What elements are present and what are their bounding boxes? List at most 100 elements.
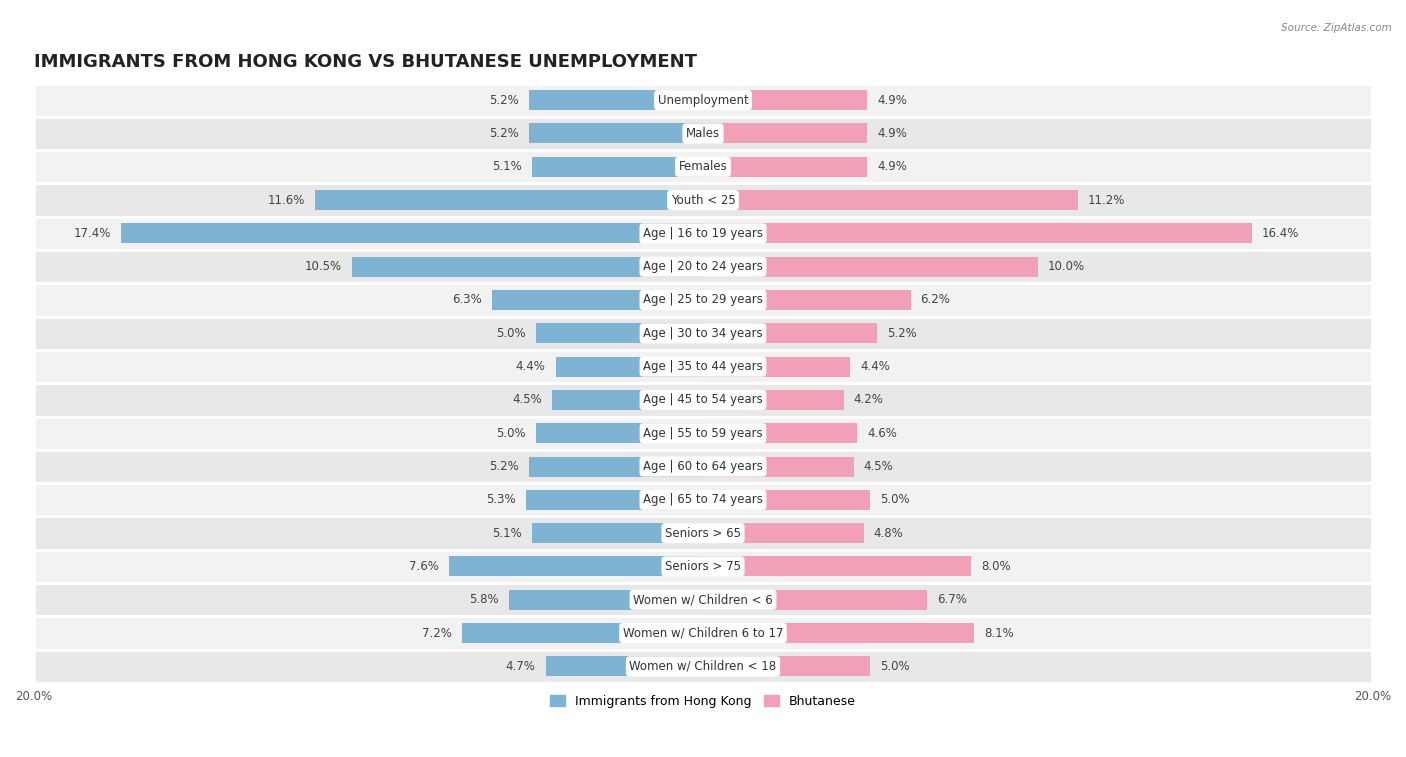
Bar: [34, 650, 1372, 683]
Text: 5.0%: 5.0%: [496, 427, 526, 440]
Text: 4.8%: 4.8%: [873, 527, 904, 540]
Text: 6.7%: 6.7%: [938, 593, 967, 606]
Bar: [703, 223, 1251, 244]
Bar: [533, 523, 703, 543]
Text: Source: ZipAtlas.com: Source: ZipAtlas.com: [1281, 23, 1392, 33]
Text: 5.2%: 5.2%: [489, 94, 519, 107]
Text: IMMIGRANTS FROM HONG KONG VS BHUTANESE UNEMPLOYMENT: IMMIGRANTS FROM HONG KONG VS BHUTANESE U…: [34, 53, 696, 71]
Bar: [34, 316, 1372, 350]
Text: 5.2%: 5.2%: [887, 327, 917, 340]
Bar: [546, 656, 703, 676]
Text: 4.9%: 4.9%: [877, 94, 907, 107]
Bar: [34, 416, 1372, 450]
Bar: [34, 117, 1372, 150]
Text: Age | 65 to 74 years: Age | 65 to 74 years: [643, 494, 763, 506]
Bar: [703, 556, 970, 576]
Bar: [34, 583, 1372, 616]
Bar: [34, 483, 1372, 516]
Text: 11.2%: 11.2%: [1088, 194, 1125, 207]
Bar: [492, 290, 703, 310]
Bar: [703, 523, 863, 543]
Text: Unemployment: Unemployment: [658, 94, 748, 107]
Bar: [34, 283, 1372, 316]
Text: 4.4%: 4.4%: [516, 360, 546, 373]
Bar: [703, 323, 877, 343]
Bar: [536, 423, 703, 443]
Text: 4.9%: 4.9%: [877, 160, 907, 173]
Text: 4.5%: 4.5%: [863, 460, 893, 473]
Text: 16.4%: 16.4%: [1263, 227, 1299, 240]
Text: Females: Females: [679, 160, 727, 173]
Text: 4.5%: 4.5%: [513, 394, 543, 407]
Bar: [555, 357, 703, 376]
Bar: [703, 257, 1038, 276]
Legend: Immigrants from Hong Kong, Bhutanese: Immigrants from Hong Kong, Bhutanese: [546, 690, 860, 712]
Bar: [703, 456, 853, 476]
Text: Women w/ Children 6 to 17: Women w/ Children 6 to 17: [623, 627, 783, 640]
Bar: [315, 190, 703, 210]
Bar: [529, 123, 703, 144]
Text: 10.5%: 10.5%: [304, 260, 342, 273]
Bar: [34, 450, 1372, 483]
Text: Age | 35 to 44 years: Age | 35 to 44 years: [643, 360, 763, 373]
Text: 4.9%: 4.9%: [877, 127, 907, 140]
Bar: [34, 217, 1372, 250]
Bar: [703, 123, 868, 144]
Bar: [34, 150, 1372, 183]
Bar: [703, 423, 858, 443]
Bar: [703, 490, 870, 509]
Bar: [533, 157, 703, 177]
Text: 4.7%: 4.7%: [506, 660, 536, 673]
Text: 5.0%: 5.0%: [496, 327, 526, 340]
Text: 8.0%: 8.0%: [981, 560, 1011, 573]
Text: 10.0%: 10.0%: [1047, 260, 1085, 273]
Bar: [34, 616, 1372, 650]
Text: Age | 45 to 54 years: Age | 45 to 54 years: [643, 394, 763, 407]
Text: 5.1%: 5.1%: [492, 527, 522, 540]
Bar: [34, 516, 1372, 550]
Text: 5.2%: 5.2%: [489, 127, 519, 140]
Bar: [34, 183, 1372, 217]
Bar: [526, 490, 703, 509]
Bar: [529, 90, 703, 111]
Text: Seniors > 65: Seniors > 65: [665, 527, 741, 540]
Text: 4.6%: 4.6%: [868, 427, 897, 440]
Bar: [536, 323, 703, 343]
Bar: [34, 350, 1372, 383]
Bar: [703, 357, 851, 376]
Text: 6.2%: 6.2%: [921, 294, 950, 307]
Text: Age | 20 to 24 years: Age | 20 to 24 years: [643, 260, 763, 273]
Bar: [121, 223, 703, 244]
Text: Age | 25 to 29 years: Age | 25 to 29 years: [643, 294, 763, 307]
Bar: [703, 390, 844, 410]
Bar: [352, 257, 703, 276]
Bar: [463, 623, 703, 643]
Text: Youth < 25: Youth < 25: [671, 194, 735, 207]
Text: 5.2%: 5.2%: [489, 460, 519, 473]
Bar: [703, 590, 928, 609]
Text: Age | 55 to 59 years: Age | 55 to 59 years: [643, 427, 763, 440]
Bar: [509, 590, 703, 609]
Text: Age | 30 to 34 years: Age | 30 to 34 years: [643, 327, 763, 340]
Bar: [703, 290, 911, 310]
Bar: [703, 190, 1078, 210]
Text: 17.4%: 17.4%: [73, 227, 111, 240]
Text: 11.6%: 11.6%: [267, 194, 305, 207]
Text: 5.3%: 5.3%: [486, 494, 516, 506]
Text: 4.4%: 4.4%: [860, 360, 890, 373]
Text: Males: Males: [686, 127, 720, 140]
Bar: [703, 656, 870, 676]
Bar: [34, 550, 1372, 583]
Text: 5.0%: 5.0%: [880, 494, 910, 506]
Text: Women w/ Children < 18: Women w/ Children < 18: [630, 660, 776, 673]
Bar: [529, 456, 703, 476]
Text: 5.8%: 5.8%: [470, 593, 499, 606]
Text: 6.3%: 6.3%: [453, 294, 482, 307]
Bar: [34, 83, 1372, 117]
Bar: [703, 157, 868, 177]
Text: Age | 16 to 19 years: Age | 16 to 19 years: [643, 227, 763, 240]
Bar: [553, 390, 703, 410]
Bar: [449, 556, 703, 576]
Bar: [34, 250, 1372, 283]
Text: 7.2%: 7.2%: [422, 627, 451, 640]
